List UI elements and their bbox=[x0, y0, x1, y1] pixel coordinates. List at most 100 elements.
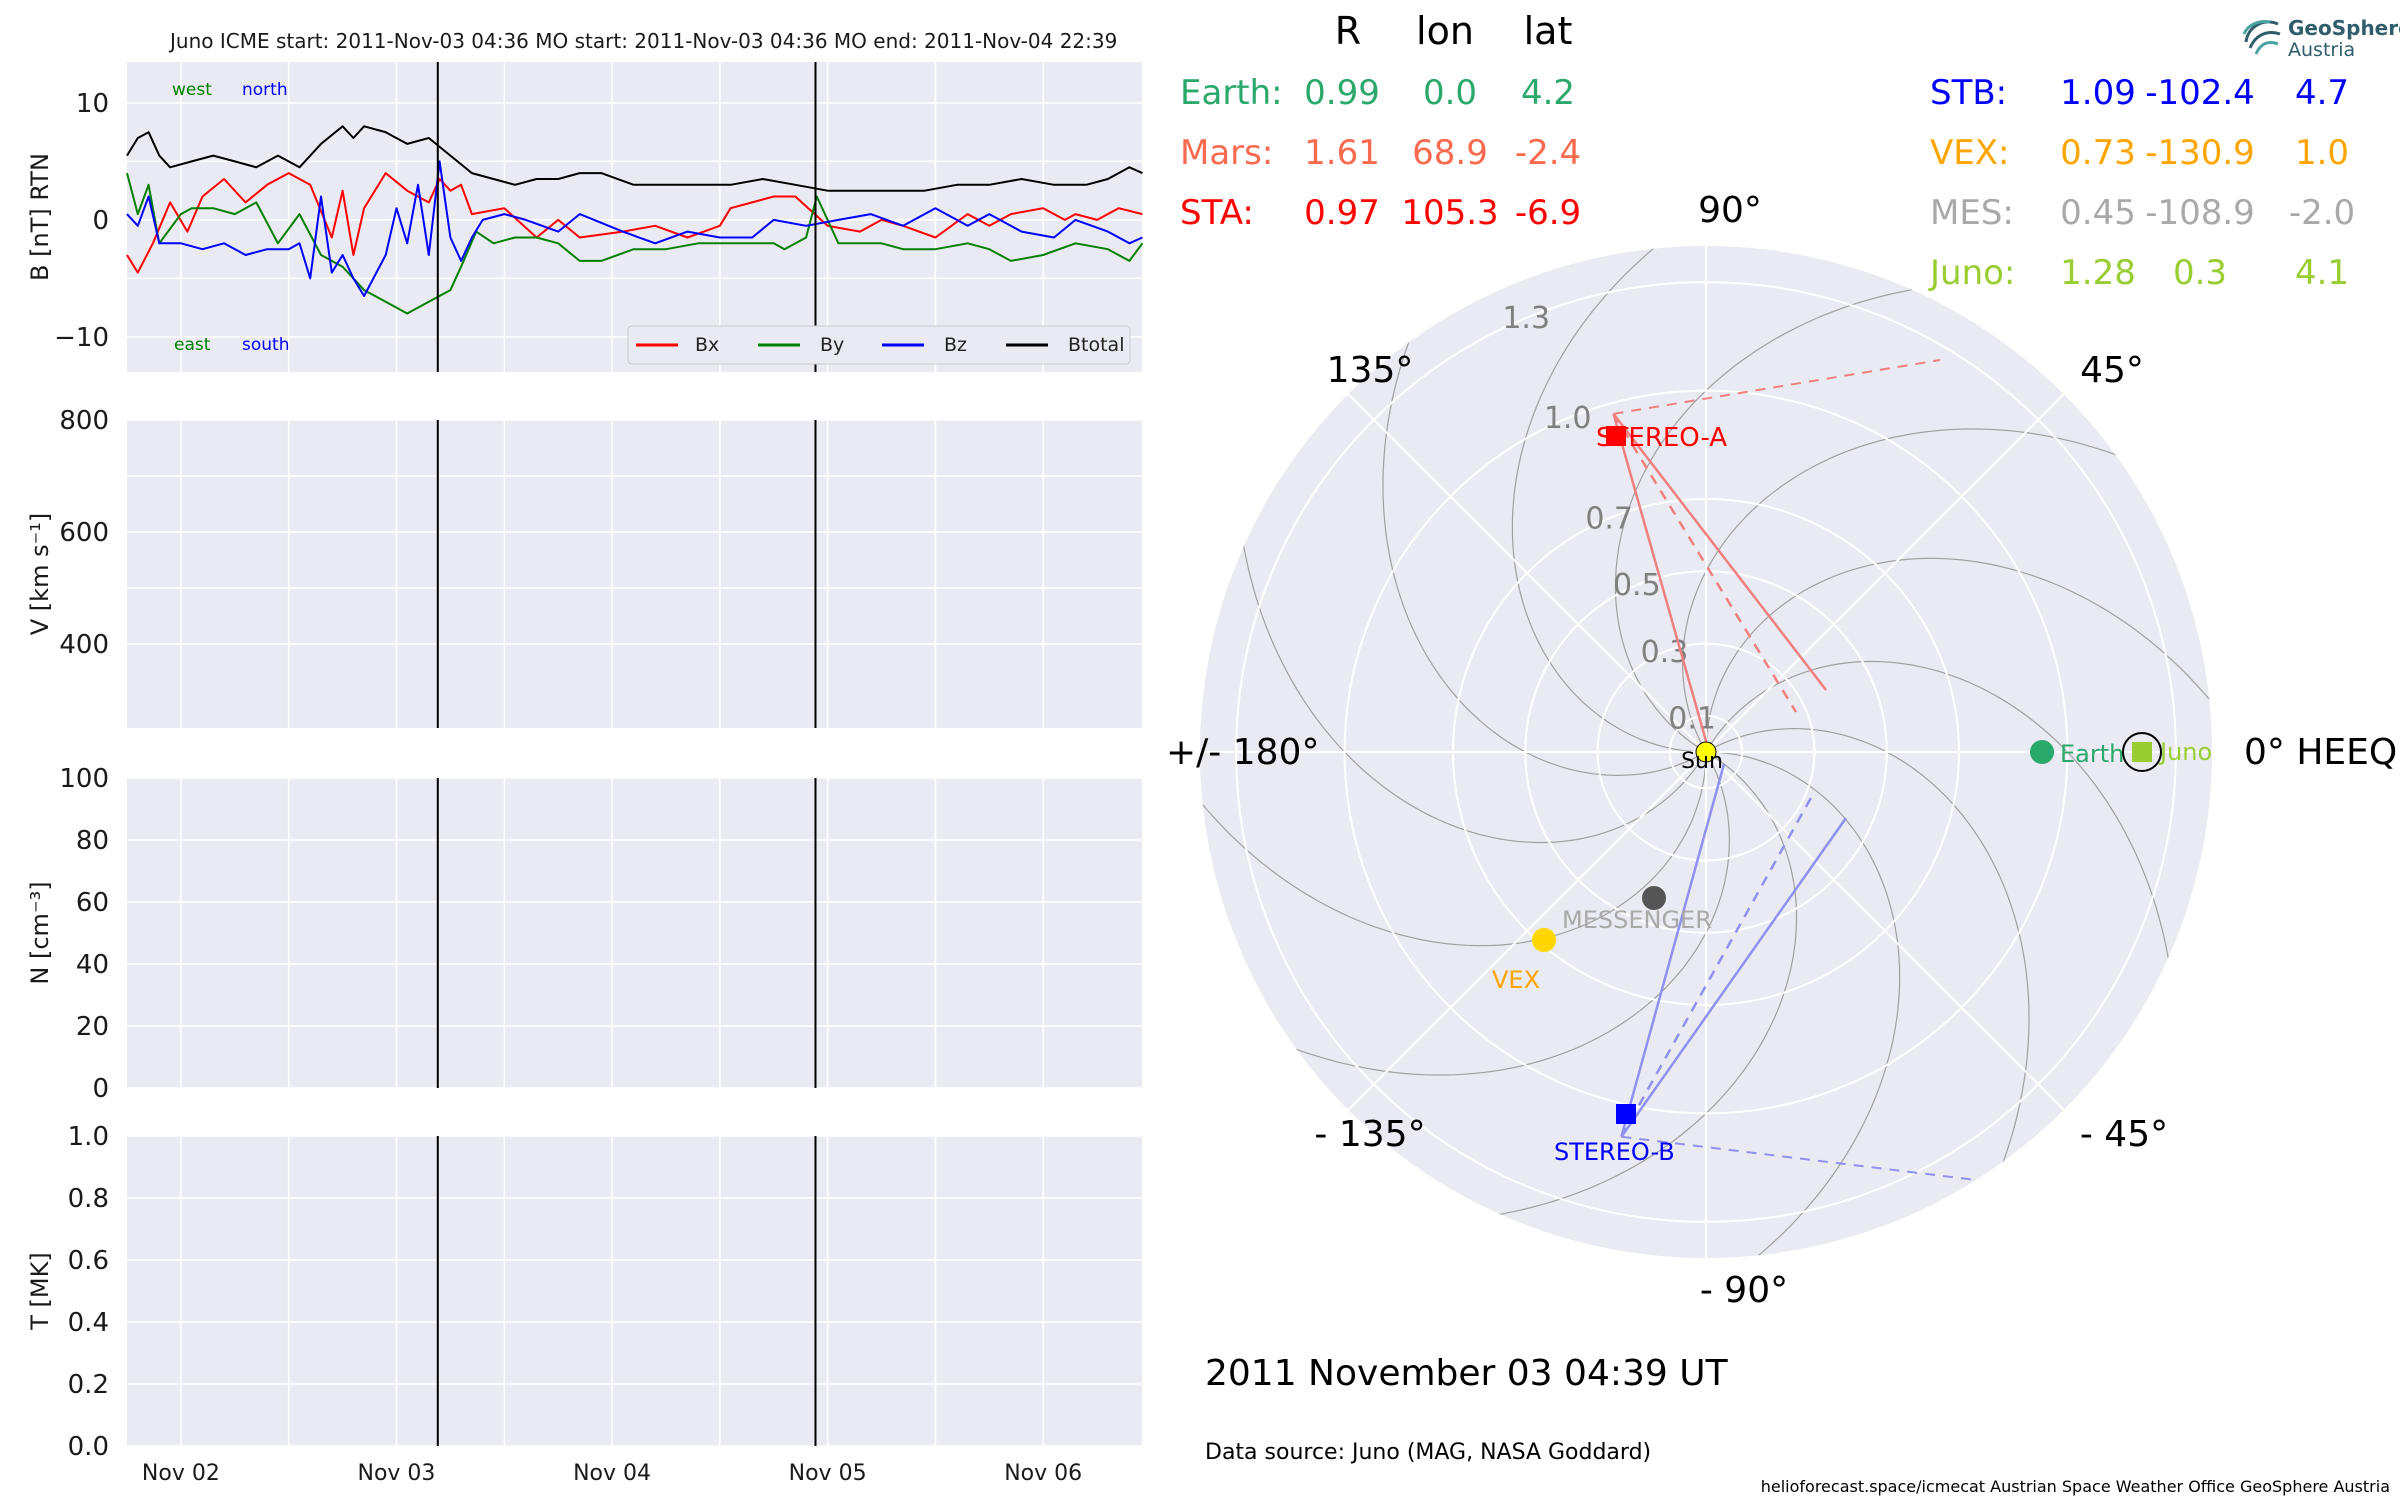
body-marker bbox=[1695, 741, 1717, 763]
body-name: Juno: bbox=[1928, 253, 2015, 293]
angle-label: 0° HEEQ bbox=[2244, 732, 2397, 773]
figure-title: Juno ICME start: 2011-Nov-03 04:36 MO st… bbox=[168, 29, 1117, 53]
y-tick-label: 80 bbox=[76, 826, 109, 856]
body-name: VEX: bbox=[1930, 133, 2010, 173]
series-btotal bbox=[126, 125, 1143, 192]
lat-value: -6.9 bbox=[1515, 193, 1581, 233]
r-value: 0.45 bbox=[2060, 193, 2136, 233]
south-label: south bbox=[242, 335, 289, 355]
north-label: north bbox=[242, 80, 288, 100]
y-tick-label: 600 bbox=[59, 518, 109, 548]
column-r: R bbox=[1335, 9, 1361, 53]
sta-fov-line bbox=[1612, 413, 1710, 749]
plot-area bbox=[127, 1136, 1142, 1446]
body-label: Sun bbox=[1681, 749, 1723, 774]
y-axis-label: V [km s⁻¹] bbox=[26, 513, 54, 635]
y-tick-label: −10 bbox=[54, 323, 109, 353]
series-by bbox=[126, 172, 1144, 315]
body-name: Mars: bbox=[1180, 133, 1273, 173]
footer-credits: helioforecast.space/icmecat Austrian Spa… bbox=[1761, 1477, 2390, 1496]
body-marker bbox=[2132, 742, 2152, 762]
lon-value: 0.3 bbox=[2173, 253, 2227, 293]
angle-label: +/- 180° bbox=[1166, 732, 1319, 773]
sta-fov-line bbox=[1612, 413, 1798, 713]
angle-label: 135° bbox=[1327, 350, 1414, 391]
body-name: MES: bbox=[1930, 193, 2014, 233]
lon-value: 68.9 bbox=[1412, 133, 1488, 173]
x-tick-label: Nov 05 bbox=[789, 1461, 867, 1486]
y-tick-label: 1.0 bbox=[68, 1122, 109, 1152]
stb-fov-line bbox=[1620, 817, 1848, 1138]
radial-label: 0.5 bbox=[1613, 568, 1661, 603]
east-label: east bbox=[174, 335, 211, 355]
juno-ring bbox=[2122, 732, 2162, 772]
polar-orbit-plot: 0.1 0.3 0.5 0.7 1.0 1.3 90° 45° 0° HEEQ - 45° - 90… bbox=[1166, 190, 2397, 1311]
body-stereo-a: STEREO-A bbox=[1596, 423, 1727, 453]
y-tick-label: 10 bbox=[76, 89, 109, 119]
r-value: 0.99 bbox=[1304, 73, 1380, 113]
body-label: STEREO-A bbox=[1596, 423, 1727, 453]
x-tick-label: Nov 02 bbox=[142, 1461, 220, 1486]
legend-bz: Bz bbox=[944, 334, 967, 356]
lon-value: 105.3 bbox=[1401, 193, 1498, 233]
y-tick-label: 40 bbox=[76, 950, 109, 980]
fov-lines bbox=[1612, 359, 1977, 1181]
density-panel: 0 20 40 60 80 100 N [cm⁻³] bbox=[26, 764, 1142, 1104]
radial-label: 1.3 bbox=[1502, 301, 1550, 336]
logo-name-1: GeoSphere bbox=[2288, 16, 2400, 40]
body-name: STB: bbox=[1930, 73, 2007, 113]
body-marker bbox=[1606, 426, 1626, 446]
r-value: 1.28 bbox=[2060, 253, 2136, 293]
y-tick-label: 20 bbox=[76, 1012, 109, 1042]
body-marker bbox=[2030, 740, 2054, 764]
lat-value: 4.2 bbox=[1521, 73, 1575, 113]
plot-area bbox=[127, 420, 1142, 728]
lon-value: -130.9 bbox=[2145, 133, 2255, 173]
position-row-mars: Mars: 1.61 68.9 -2.4 bbox=[1180, 133, 1581, 173]
position-row-mes: MES: 0.45 -108.9 -2.0 bbox=[1930, 193, 2355, 233]
y-tick-label: 0.2 bbox=[68, 1370, 109, 1400]
body-label: Earth bbox=[2060, 740, 2124, 768]
lon-value: -102.4 bbox=[2145, 73, 2255, 113]
sta-fov-line bbox=[1613, 359, 1941, 415]
y-tick-label: 0.6 bbox=[68, 1246, 109, 1276]
y-tick-label: 60 bbox=[76, 888, 109, 918]
lon-value: -108.9 bbox=[2145, 193, 2255, 233]
body-label: VEX bbox=[1492, 966, 1540, 994]
column-lat: lat bbox=[1524, 9, 1573, 53]
geosphere-logo: GeoSphere Austria bbox=[2238, 12, 2400, 62]
position-row-vex: VEX: 0.73 -130.9 1.0 bbox=[1930, 133, 2349, 173]
y-axis-label: N [cm⁻³] bbox=[26, 881, 54, 984]
column-lon: lon bbox=[1416, 9, 1474, 53]
radial-label: 1.0 bbox=[1544, 401, 1592, 436]
angle-label: 90° bbox=[1698, 190, 1762, 231]
body-stereo-b: STEREO-B bbox=[1554, 1104, 1675, 1166]
r-value: 0.73 bbox=[2060, 133, 2136, 173]
lon-value: 0.0 bbox=[1423, 73, 1477, 113]
legend-btotal: Btotal bbox=[1068, 334, 1124, 356]
y-axis-label: T [MK] bbox=[26, 1252, 54, 1330]
x-tick-label: Nov 04 bbox=[573, 1461, 651, 1486]
body-marker bbox=[1642, 886, 1666, 910]
b-field-legend: Bx By Bz Btotal bbox=[627, 325, 1131, 365]
lat-value: 4.1 bbox=[2295, 253, 2349, 293]
angle-label: 45° bbox=[2080, 350, 2144, 391]
velocity-panel: 400 600 800 V [km s⁻¹] bbox=[26, 406, 1142, 728]
angle-label: - 90° bbox=[1700, 1270, 1788, 1311]
plot-area bbox=[127, 778, 1142, 1088]
lat-value: -2.4 bbox=[1515, 133, 1581, 173]
legend-bx: Bx bbox=[695, 334, 719, 356]
angle-label: - 135° bbox=[1314, 1114, 1425, 1155]
body-marker bbox=[1616, 1104, 1636, 1124]
y-tick-label: 0.0 bbox=[68, 1432, 109, 1462]
body-name: STA: bbox=[1180, 193, 1254, 233]
r-value: 0.97 bbox=[1304, 193, 1380, 233]
west-label: west bbox=[172, 80, 212, 100]
logo-name-2: Austria bbox=[2288, 39, 2356, 61]
position-row-stb: STB: 1.09 -102.4 4.7 bbox=[1930, 73, 2349, 113]
body-label: MESSENGER bbox=[1562, 906, 1712, 934]
y-axis-label: B [nT] RTN bbox=[26, 153, 54, 281]
radial-label: 0.1 bbox=[1668, 702, 1716, 737]
